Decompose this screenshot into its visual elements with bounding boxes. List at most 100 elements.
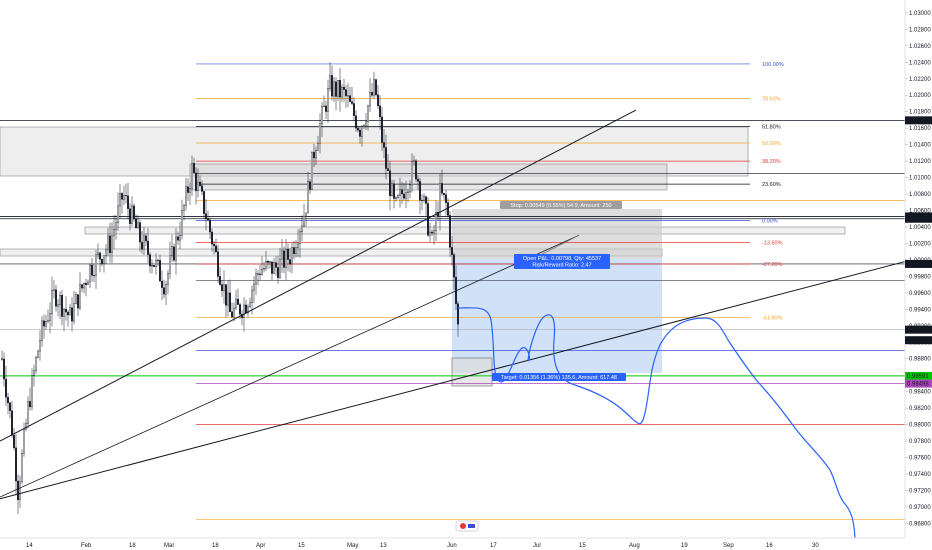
time-axis[interactable]: 14 Feb 18 Mar 18 Apr 15 May 13 Jun 17 Jul 15 Aug 19 Sep…	[0, 537, 905, 549]
y-tick-label: 0.99400	[909, 307, 931, 313]
candle-body	[393, 183, 395, 199]
candle-body	[161, 280, 163, 288]
x-tick-label: 13	[380, 543, 387, 549]
candle-body	[359, 129, 361, 137]
y-tick-label: 1.01400	[909, 143, 931, 149]
y-tick-label: 1.00600	[909, 209, 931, 215]
candle-body	[447, 202, 449, 216]
candle-body	[1, 358, 3, 360]
candle-body	[419, 181, 421, 201]
candle-body	[63, 308, 65, 317]
candle-body	[91, 264, 93, 276]
y-tick-label: 0.97000	[909, 505, 931, 511]
candle-body	[337, 80, 339, 97]
candle-body	[159, 260, 161, 282]
candle-body	[415, 160, 417, 180]
candle-body	[285, 248, 287, 268]
fib-label: 38.20%	[762, 159, 781, 165]
target-note-text: Target: 0.01356 (1.36%) 135.6, Amount: 6…	[501, 375, 617, 381]
y-tick-label: 0.97600	[909, 456, 931, 462]
candle-body	[109, 235, 111, 254]
candle-body	[69, 307, 71, 316]
open-note-text: Risk/Reward Ratio: 2.47	[532, 263, 591, 269]
candle-body	[173, 246, 175, 261]
candle-body	[265, 261, 267, 269]
candle-body	[377, 94, 379, 107]
candle-body	[339, 80, 341, 98]
candle-body	[71, 307, 73, 322]
candle-body	[11, 410, 13, 436]
stop-note: Stop: 0.00549 (0.55%) 54.9, Amount: 250	[500, 201, 622, 209]
candle-body	[41, 320, 43, 341]
candle-body	[313, 151, 315, 159]
stop-area	[452, 209, 662, 259]
candle-body	[375, 79, 377, 96]
candle-body	[457, 303, 459, 325]
candle-body	[443, 192, 445, 196]
x-tick-label: 18	[212, 543, 219, 549]
candle-body	[417, 178, 419, 182]
resistance-zone	[189, 163, 668, 191]
candle-body	[329, 75, 331, 89]
candle-body	[353, 103, 355, 116]
candle-body	[65, 308, 67, 313]
candle-body	[187, 186, 189, 193]
x-tick-label: 19	[681, 543, 688, 549]
x-tick-label: Feb	[81, 543, 92, 549]
open-note: Open P&L: 0.00798, Qty: 45537Risk/Reward…	[514, 254, 610, 269]
price-axis[interactable]: 1.03000 1.02800 1.02600 1.02400 1.02200 1.020…	[904, 0, 932, 538]
candle-body	[99, 252, 101, 260]
candle-body	[315, 149, 317, 159]
candle-body	[433, 230, 435, 234]
candle-body	[179, 235, 181, 241]
stop-note-bg	[500, 201, 622, 209]
candle-body	[391, 183, 393, 196]
y-tick-label: 0.97800	[909, 439, 931, 445]
candle-body	[371, 92, 373, 96]
y-tick-label: 1.02200	[909, 77, 931, 83]
candle-body	[277, 267, 279, 278]
x-tick-label: 16	[766, 543, 773, 549]
candle-body	[219, 276, 221, 285]
candle-body	[349, 95, 351, 102]
candle-body	[195, 172, 197, 192]
candle-body	[199, 181, 201, 186]
candle-body	[369, 92, 371, 107]
candle-body	[293, 247, 295, 255]
candle-body	[403, 193, 405, 199]
x-tick-label: Sep	[723, 543, 734, 549]
candle-body	[129, 208, 131, 224]
candle-body	[211, 231, 213, 245]
candle-body	[59, 295, 61, 306]
candle-body	[345, 89, 347, 97]
candle-body	[317, 142, 319, 151]
open-note-bg	[514, 254, 610, 269]
candle-body	[131, 205, 133, 224]
logo-badge	[455, 520, 479, 532]
candle-body	[43, 320, 45, 327]
candle-body	[249, 302, 251, 307]
candle-body	[413, 160, 415, 162]
candle-body	[305, 212, 307, 217]
candle-body	[445, 194, 447, 203]
candle-body	[105, 249, 107, 256]
candle-body	[9, 402, 11, 412]
candle-body	[421, 199, 423, 201]
candle-body	[135, 218, 137, 229]
y-tick-label: 0.99600	[909, 291, 931, 297]
candle-body	[311, 151, 313, 190]
trendline-upper	[0, 109, 637, 442]
candle-body	[253, 283, 255, 291]
price-tag	[905, 336, 932, 345]
candle-body	[235, 298, 237, 309]
candle-body	[229, 292, 231, 312]
y-tick-label: 0.98200	[909, 406, 931, 412]
candle-body	[361, 126, 363, 137]
candle-body	[143, 235, 145, 250]
candle-body	[47, 320, 49, 322]
y-tick-label: 1.02000	[909, 93, 931, 99]
candle-body	[245, 304, 247, 314]
candle-body	[257, 273, 259, 275]
